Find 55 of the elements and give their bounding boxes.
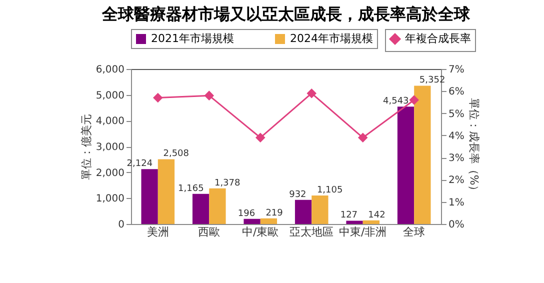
data-label: 142 — [368, 210, 386, 220]
y2-tick-label: 2% — [448, 175, 464, 186]
chart-title: 全球醫療器材市場又以亞太區成長，成長率高於全球 — [101, 4, 471, 24]
data-label: 4,543 — [383, 96, 409, 107]
data-label: 932 — [289, 190, 306, 200]
y-tick-label: 6,000 — [96, 64, 124, 76]
x-tick-label: 中東/非洲 — [339, 226, 387, 238]
bar — [209, 188, 226, 224]
bar — [362, 220, 380, 224]
y2-tick-label: 0% — [448, 220, 464, 230]
y2-tick-label: 3% — [448, 153, 464, 164]
y2-tick-label: 1% — [448, 197, 464, 208]
y2-axis-title: 單位：成長率（%） — [467, 98, 480, 196]
data-label: 196 — [238, 208, 256, 219]
data-label: 127 — [340, 210, 358, 221]
bar — [414, 86, 431, 224]
data-label: 219 — [266, 208, 284, 218]
bar — [397, 106, 414, 224]
point — [409, 95, 419, 105]
bar — [158, 159, 175, 224]
x-tick-label: 全球 — [403, 226, 426, 238]
legend-label: 年複合成長率 — [405, 32, 471, 45]
y-tick-label: 2,000 — [96, 168, 124, 179]
y-tick-label: 3,000 — [96, 142, 124, 153]
data-label: 2,508 — [163, 149, 190, 160]
y-axis-title: 單位：億美元 — [80, 114, 93, 180]
y2-tick-label: 7% — [448, 64, 464, 76]
y2-tick-label: 5% — [448, 108, 464, 120]
point — [306, 88, 316, 98]
data-label: 1,165 — [178, 184, 204, 194]
x-tick-label: 美洲 — [146, 226, 169, 238]
y2-tick-label: 4% — [448, 130, 464, 142]
bar — [244, 218, 260, 224]
legend-label: 2021年市場規模 — [151, 32, 234, 45]
point — [153, 93, 163, 102]
x-tick-label: 亞太地區 — [290, 226, 334, 238]
bar — [260, 218, 278, 224]
legend-label: 2024年市場規模 — [290, 32, 373, 45]
point — [358, 132, 368, 142]
y-tick-label: 0 — [118, 220, 124, 230]
bar — [141, 169, 158, 224]
point — [256, 132, 266, 142]
y-tick-label: 1,000 — [96, 194, 124, 205]
bar — [192, 194, 210, 224]
y-tick-label: 5,000 — [96, 90, 124, 102]
x-tick-label: 西歐 — [198, 226, 220, 238]
bar — [294, 200, 312, 224]
data-label: 1,378 — [214, 178, 241, 188]
y-tick-label: 4,000 — [96, 116, 124, 128]
x-tick-label: 中/東歐 — [242, 226, 279, 238]
y2-tick-label: 6% — [448, 86, 464, 98]
bar — [312, 195, 328, 224]
bar — [346, 220, 363, 224]
data-label: 1,105 — [316, 185, 343, 196]
point — [204, 90, 214, 100]
